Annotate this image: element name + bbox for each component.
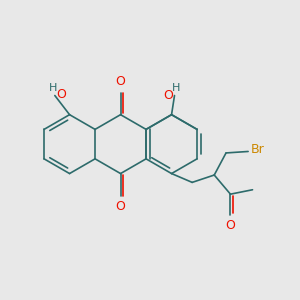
Text: O: O xyxy=(56,88,66,101)
Text: H: H xyxy=(172,82,180,93)
Text: O: O xyxy=(116,200,125,213)
Text: O: O xyxy=(226,219,236,232)
Text: O: O xyxy=(116,75,125,88)
Text: O: O xyxy=(164,89,174,102)
Text: Br: Br xyxy=(250,143,264,157)
Text: H: H xyxy=(49,82,58,93)
